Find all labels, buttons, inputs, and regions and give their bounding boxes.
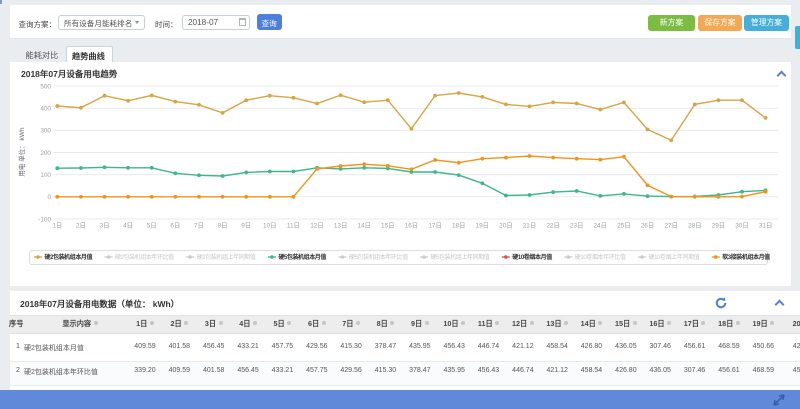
svg-text:21日: 21日 (523, 222, 537, 230)
svg-text:7日: 7日 (194, 222, 204, 230)
svg-text:500: 500 (40, 83, 51, 90)
svg-text:18日: 18日 (452, 222, 466, 230)
svg-text:300: 300 (40, 128, 51, 135)
svg-text:硬10卷烟上年同期值: 硬10卷烟上年同期值 (649, 253, 700, 261)
svg-text:8日: 8日 (218, 222, 228, 230)
svg-text:24日: 24日 (594, 222, 608, 230)
svg-text:31日: 31日 (759, 222, 773, 230)
svg-text:硬5包装机组本月值: 硬5包装机组本月值 (278, 253, 326, 261)
svg-text:10日: 10日 (263, 222, 277, 230)
svg-text:23日: 23日 (570, 222, 584, 230)
svg-text:200: 200 (40, 150, 51, 157)
svg-text:28日: 28日 (688, 222, 702, 230)
svg-text:16日: 16日 (405, 222, 419, 230)
svg-text:12日: 12日 (310, 222, 324, 230)
svg-text:2日: 2日 (76, 222, 86, 230)
svg-text:20日: 20日 (499, 222, 513, 230)
svg-text:9日: 9日 (241, 222, 251, 230)
svg-text:硬10卷烟本年环比值: 硬10卷烟本年环比值 (575, 253, 626, 261)
svg-text:400: 400 (40, 106, 51, 113)
svg-text:硬5包装机组本年环比值: 硬5包装机组本年环比值 (349, 253, 408, 261)
svg-text:硬2包装机组本年环比值: 硬2包装机组本年环比值 (115, 253, 174, 261)
svg-text:17日: 17日 (428, 222, 442, 230)
svg-text:用电 单位： kWh: 用电 单位： kWh (17, 127, 26, 176)
svg-text:15日: 15日 (381, 222, 395, 230)
svg-text:6日: 6日 (170, 222, 180, 230)
svg-text:0: 0 (47, 194, 51, 201)
svg-text:硬2包装机组上年同期值: 硬2包装机组上年同期值 (197, 253, 256, 261)
svg-text:13日: 13日 (334, 222, 348, 230)
svg-text:-100: -100 (38, 216, 51, 223)
svg-text:11日: 11日 (287, 222, 300, 230)
svg-text:22日: 22日 (546, 222, 560, 230)
svg-text:29日: 29日 (712, 222, 726, 230)
svg-text:3日: 3日 (100, 222, 110, 230)
svg-text:软3接装机组本月值: 软3接装机组本月值 (722, 253, 770, 261)
svg-text:硬2包装机组本月值: 硬2包装机组本月值 (45, 253, 93, 261)
svg-text:4日: 4日 (123, 222, 133, 230)
svg-text:30日: 30日 (735, 222, 749, 230)
svg-text:100: 100 (40, 172, 51, 179)
svg-text:1日: 1日 (52, 222, 62, 230)
svg-text:14日: 14日 (357, 222, 371, 230)
svg-text:硬10卷烟本月值: 硬10卷烟本月值 (512, 253, 552, 261)
svg-text:5日: 5日 (147, 222, 157, 230)
svg-text:19日: 19日 (476, 222, 490, 230)
svg-text:25日: 25日 (617, 222, 631, 230)
svg-text:27日: 27日 (664, 222, 678, 230)
svg-text:26日: 26日 (641, 222, 655, 230)
svg-text:硬5包装机组上年同期值: 硬5包装机组上年同期值 (431, 253, 490, 261)
